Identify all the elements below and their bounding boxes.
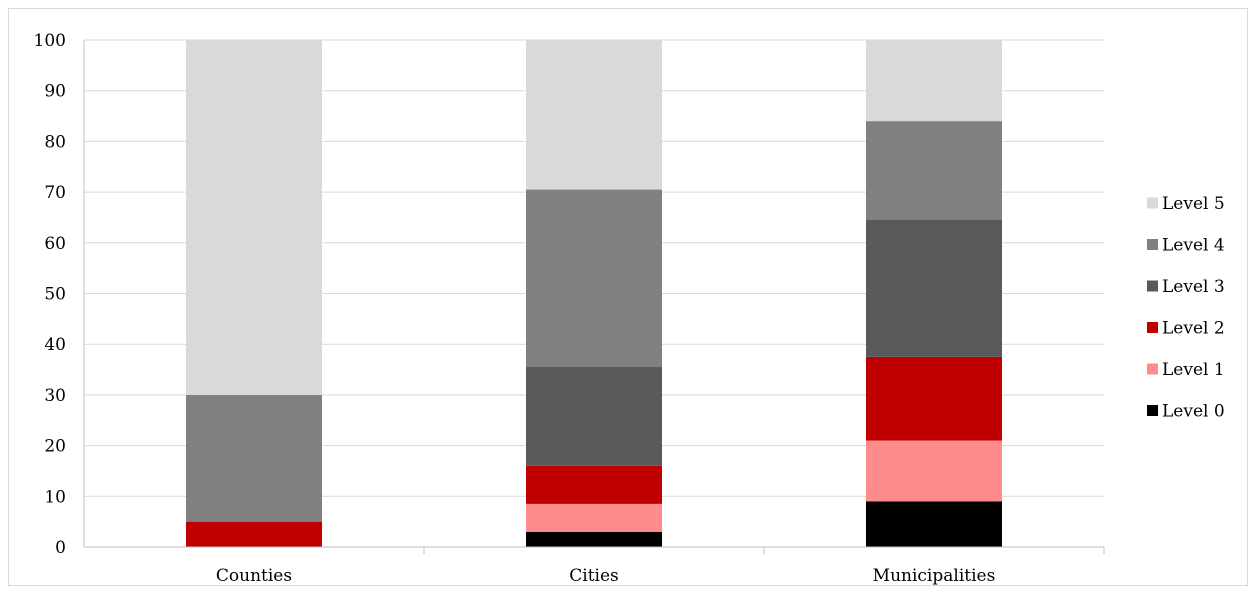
y-tick-label-50: 50	[44, 285, 66, 305]
y-tick-label-40: 40	[44, 335, 66, 355]
bar-municipalities-level-5	[866, 40, 1002, 122]
bar-municipalities-level-1	[866, 440, 1002, 502]
legend-swatch-level-0	[1147, 405, 1158, 416]
y-axis-ticks: 0 10 20 30 40 50 60 70 80 90 100	[34, 31, 66, 558]
bar-municipalities-level-4	[866, 121, 1002, 220]
bar-counties-level-5	[186, 40, 322, 395]
axes	[83, 40, 1105, 554]
legend-item-level-2: Level 2	[1147, 319, 1225, 339]
bar-municipalities-level-3	[866, 219, 1002, 357]
legend-label-level-3: Level 3	[1162, 277, 1225, 297]
legend-item-level-1: Level 1	[1147, 360, 1225, 380]
bar-cities-level-4	[526, 189, 662, 368]
legend-label-level-5: Level 5	[1162, 194, 1225, 214]
legend-label-level-1: Level 1	[1162, 360, 1225, 380]
y-tick-label-10: 10	[44, 487, 66, 507]
legend-item-level-5: Level 5	[1147, 194, 1225, 214]
legend-swatch-level-1	[1147, 363, 1158, 375]
legend-swatch-level-4	[1147, 239, 1158, 250]
y-tick-label-0: 0	[55, 538, 66, 558]
bar-municipalities-level-2	[866, 356, 1002, 441]
x-tick-label-municipalities: Municipalities	[873, 566, 996, 586]
x-axis-ticks: Counties Cities Municipalities	[216, 566, 995, 586]
legend-item-level-4: Level 4	[1147, 236, 1225, 256]
legend-label-level-0: Level 0	[1162, 402, 1225, 422]
bar-counties-level-4	[186, 394, 322, 522]
legend-swatch-level-2	[1147, 322, 1158, 333]
y-tick-label-20: 20	[44, 437, 66, 457]
bar-cities-level-3	[526, 367, 662, 466]
bar-cities-level-5	[526, 40, 662, 190]
y-tick-label-70: 70	[44, 183, 66, 203]
bar-cities-level-1	[526, 503, 662, 532]
y-tick-label-30: 30	[44, 386, 66, 406]
y-tick-label-90: 90	[44, 82, 66, 102]
legend-label-level-4: Level 4	[1162, 236, 1225, 256]
x-tick-label-counties: Counties	[216, 566, 292, 586]
legend-swatch-level-3	[1147, 280, 1158, 292]
legend: Level 5 Level 4 Level 3 Level 2 Level 1 Level…	[1147, 194, 1225, 422]
y-tick-label-80: 80	[44, 132, 66, 152]
y-tick-label-100: 100	[34, 31, 66, 51]
bar-municipalities-level-0	[866, 501, 1002, 547]
bar-counties-level-2	[186, 521, 322, 547]
legend-item-level-0: Level 0	[1147, 402, 1225, 422]
bar-cities-level-2	[526, 465, 662, 504]
legend-label-level-2: Level 2	[1162, 319, 1225, 339]
bars	[186, 40, 1002, 547]
legend-swatch-level-5	[1147, 197, 1158, 209]
y-tick-label-60: 60	[44, 234, 66, 254]
legend-item-level-3: Level 3	[1147, 277, 1225, 297]
x-tick-label-cities: Cities	[569, 566, 619, 586]
bar-cities-level-0	[526, 531, 662, 547]
